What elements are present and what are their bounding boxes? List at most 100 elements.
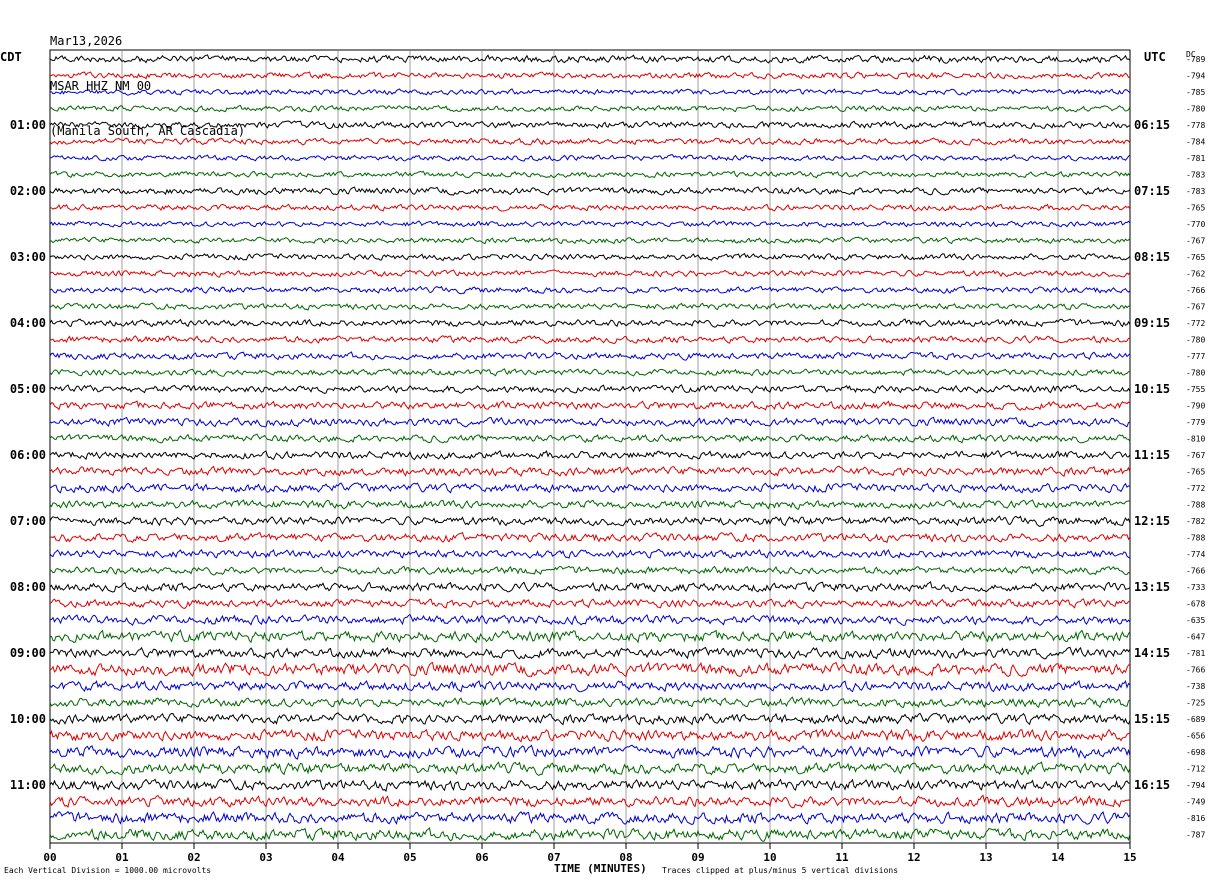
right-hour-label: 14:15 bbox=[1134, 646, 1170, 660]
dc-offset-label: -733 bbox=[1186, 583, 1205, 592]
seismic-trace bbox=[49, 170, 1131, 179]
dc-offset-label: -783 bbox=[1186, 187, 1205, 196]
seismic-trace bbox=[49, 220, 1131, 228]
dc-offset-label: -765 bbox=[1186, 468, 1205, 477]
dc-offset-label: -766 bbox=[1186, 567, 1205, 576]
left-hour-label: 04:00 bbox=[10, 316, 46, 330]
dc-offset-label: -783 bbox=[1186, 171, 1205, 180]
right-hour-label: 08:15 bbox=[1134, 250, 1170, 264]
left-hour-label: 05:00 bbox=[10, 382, 46, 396]
dc-offset-label: -772 bbox=[1186, 319, 1205, 328]
dc-offset-label: -781 bbox=[1186, 154, 1205, 163]
seismic-trace bbox=[49, 499, 1131, 510]
x-tick-label: 09 bbox=[691, 851, 704, 864]
x-tick-label: 04 bbox=[331, 851, 345, 864]
dc-offset-label: -789 bbox=[1186, 55, 1205, 64]
left-hour-label: 11:00 bbox=[10, 778, 46, 792]
seismic-trace bbox=[49, 465, 1131, 478]
seismic-trace bbox=[49, 696, 1131, 709]
dc-offset-label: -749 bbox=[1186, 798, 1205, 807]
seismic-trace bbox=[49, 154, 1131, 162]
seismic-trace bbox=[49, 104, 1131, 113]
dc-offset-label: -766 bbox=[1186, 666, 1205, 675]
seismic-trace bbox=[49, 744, 1131, 760]
seismic-trace bbox=[49, 400, 1131, 411]
dc-offset-label: -656 bbox=[1186, 732, 1205, 741]
right-hour-label: 15:15 bbox=[1134, 712, 1170, 726]
x-tick-label: 11 bbox=[835, 851, 849, 864]
seismic-trace bbox=[49, 629, 1131, 644]
left-hour-label: 07:00 bbox=[10, 514, 46, 528]
seismic-trace bbox=[49, 368, 1131, 377]
left-hour-label: 10:00 bbox=[10, 712, 46, 726]
x-tick-label: 01 bbox=[115, 851, 129, 864]
dc-header-label: DC bbox=[1186, 50, 1196, 59]
dc-offset-label: -755 bbox=[1186, 385, 1205, 394]
seismic-trace bbox=[49, 137, 1131, 146]
dc-offset-label: -816 bbox=[1186, 814, 1205, 823]
seismic-trace bbox=[49, 661, 1131, 678]
seismic-trace bbox=[49, 728, 1131, 743]
x-tick-label: 02 bbox=[187, 851, 200, 864]
seismic-trace bbox=[49, 54, 1131, 64]
dc-offset-label: -765 bbox=[1186, 204, 1205, 213]
seismic-trace bbox=[49, 810, 1131, 826]
seismic-trace bbox=[49, 318, 1131, 328]
dc-offset-label: -780 bbox=[1186, 105, 1205, 114]
dc-offset-label: -794 bbox=[1186, 72, 1205, 81]
seismic-trace bbox=[49, 186, 1131, 196]
x-tick-label: 06 bbox=[475, 851, 489, 864]
dc-offset-label: -767 bbox=[1186, 303, 1205, 312]
seismic-trace bbox=[49, 236, 1131, 245]
vertical-division-note: Each Vertical Division = 1000.00 microvo… bbox=[4, 866, 212, 875]
dc-offset-label: -788 bbox=[1186, 534, 1205, 543]
dc-offset-label: -780 bbox=[1186, 369, 1205, 378]
dc-offset-label: -774 bbox=[1186, 550, 1205, 559]
dc-offset-label: -762 bbox=[1186, 270, 1205, 279]
dc-offset-label: -782 bbox=[1186, 517, 1205, 526]
seismic-trace bbox=[49, 203, 1131, 212]
seismic-trace bbox=[49, 449, 1131, 461]
right-hour-label: 12:15 bbox=[1134, 514, 1170, 528]
dc-offset-label: -787 bbox=[1186, 831, 1205, 840]
seismic-trace bbox=[49, 531, 1131, 544]
dc-offset-label: -678 bbox=[1186, 600, 1205, 609]
left-hour-label: 02:00 bbox=[10, 184, 46, 198]
x-axis-label: TIME (MINUTES) bbox=[554, 862, 647, 875]
right-hour-label: 09:15 bbox=[1134, 316, 1170, 330]
seismic-trace bbox=[50, 71, 1131, 80]
dc-offset-label: -772 bbox=[1186, 484, 1205, 493]
dc-offset-label: -785 bbox=[1186, 88, 1205, 97]
dc-offset-label: -712 bbox=[1186, 765, 1205, 774]
seismic-trace bbox=[49, 761, 1131, 776]
dc-offset-label: -777 bbox=[1186, 352, 1205, 361]
seismic-trace bbox=[49, 88, 1131, 96]
dc-offset-label: -766 bbox=[1186, 286, 1205, 295]
dc-offset-label: -635 bbox=[1186, 616, 1205, 625]
seismic-trace bbox=[49, 646, 1131, 660]
dc-offset-label: -810 bbox=[1186, 435, 1205, 444]
seismic-trace bbox=[49, 778, 1131, 792]
x-tick-label: 05 bbox=[403, 851, 416, 864]
x-tick-label: 00 bbox=[43, 851, 56, 864]
right-hour-label: 13:15 bbox=[1134, 580, 1170, 594]
seismic-trace bbox=[49, 613, 1131, 627]
x-tick-label: 10 bbox=[763, 851, 776, 864]
seismic-trace bbox=[49, 712, 1131, 726]
right-hour-label: 07:15 bbox=[1134, 184, 1170, 198]
dc-offset-label: -778 bbox=[1186, 121, 1205, 130]
dc-offset-label: -788 bbox=[1186, 501, 1205, 510]
seismic-trace bbox=[49, 680, 1131, 693]
dc-offset-label: -770 bbox=[1186, 220, 1205, 229]
dc-offset-label: -779 bbox=[1186, 418, 1205, 427]
seismic-trace bbox=[49, 120, 1131, 130]
seismic-trace bbox=[49, 548, 1131, 559]
seismic-trace bbox=[49, 384, 1131, 394]
seismic-trace bbox=[49, 433, 1131, 444]
dc-offset-label: -689 bbox=[1186, 715, 1205, 724]
seismic-trace bbox=[49, 269, 1131, 278]
x-tick-label: 15 bbox=[1123, 851, 1136, 864]
chart-date: Mar13,2026 bbox=[50, 34, 123, 48]
seismic-trace bbox=[49, 515, 1131, 527]
